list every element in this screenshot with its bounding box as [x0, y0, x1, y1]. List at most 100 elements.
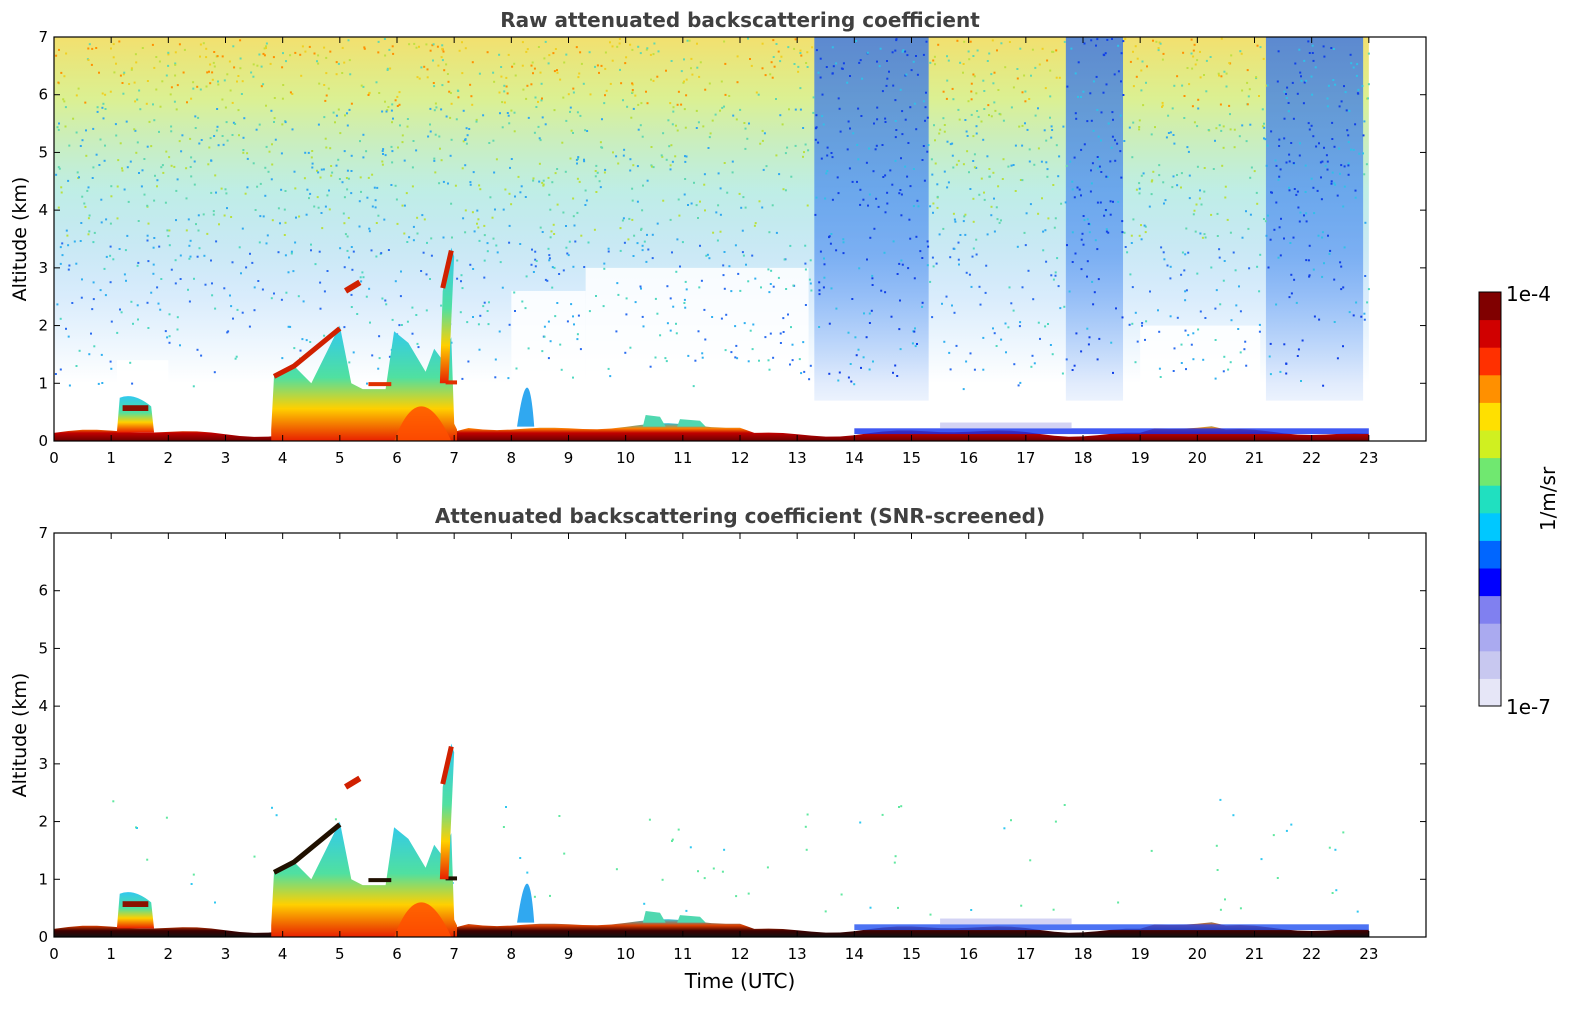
noise-speckle — [97, 382, 100, 385]
noise-speckle — [964, 233, 967, 236]
noise-speckle — [88, 214, 91, 217]
noise-speckle — [1255, 191, 1258, 194]
noise-speckle — [652, 53, 655, 56]
noise-speckle — [831, 46, 834, 49]
noise-speckle — [245, 266, 248, 269]
noise-speckle — [416, 342, 419, 345]
noise-speckle — [785, 288, 788, 290]
noise-speckle — [295, 216, 297, 219]
noise-speckle — [152, 246, 155, 249]
noise-speckle — [377, 40, 380, 43]
noise-speckle — [871, 274, 874, 277]
noise-speckle — [1000, 42, 1003, 45]
noise-speckle — [84, 205, 87, 208]
noise-speckle — [511, 65, 514, 68]
noise-speckle — [87, 233, 90, 236]
noise-speckle — [819, 250, 822, 253]
noise-speckle — [68, 144, 71, 147]
noise-speckle — [461, 287, 464, 290]
noise-speckle — [119, 308, 121, 311]
noise-speckle — [103, 159, 106, 162]
noise-speckle — [632, 107, 635, 110]
noise-speckle — [367, 176, 370, 179]
noise-speckle — [317, 171, 320, 174]
noise-speckle — [65, 229, 68, 232]
noise-speckle — [1204, 317, 1207, 319]
noise-speckle — [894, 99, 897, 102]
x-tick-label: 6 — [392, 945, 402, 963]
noise-speckle — [1344, 91, 1347, 94]
noise-speckle — [976, 110, 979, 112]
noise-speckle — [875, 197, 878, 200]
noise-speckle — [552, 52, 555, 55]
noise-speckle — [949, 368, 952, 371]
noise-speckle — [284, 221, 287, 224]
noise-speckle — [1114, 139, 1116, 142]
noise-speckle — [913, 330, 916, 333]
noise-speckle — [1086, 260, 1089, 263]
noise-speckle — [1004, 322, 1007, 325]
noise-speckle — [1083, 143, 1086, 146]
elevated-cloud — [439, 247, 455, 384]
noise-speckle — [100, 353, 103, 356]
noise-speckle — [926, 116, 929, 119]
noise-speckle — [506, 112, 509, 114]
noise-speckle — [398, 324, 401, 327]
noise-speckle — [915, 235, 918, 238]
noise-speckle — [876, 60, 878, 63]
noise-speckle — [603, 262, 606, 265]
noise-speckle — [549, 236, 552, 239]
noise-speckle — [847, 120, 850, 123]
noise-speckle — [145, 102, 148, 105]
noise-speckle — [1340, 288, 1343, 291]
noise-speckle — [87, 186, 90, 189]
noise-speckle — [970, 82, 973, 85]
noise-speckle — [773, 65, 776, 68]
x-tick-label: 18 — [1073, 945, 1092, 963]
noise-speckle — [1234, 269, 1237, 272]
noise-speckle — [694, 359, 697, 362]
noise-speckle — [1160, 246, 1163, 249]
noise-speckle — [541, 181, 544, 184]
noise-speckle — [537, 100, 539, 103]
x-tick-label: 0 — [49, 449, 59, 467]
noise-speckle — [519, 191, 522, 194]
noise-speckle — [804, 262, 807, 265]
noise-speckle — [300, 74, 303, 77]
noise-speckle — [584, 204, 587, 206]
noise-speckle — [75, 94, 78, 97]
noise-speckle — [1144, 338, 1146, 341]
noise-speckle — [164, 201, 167, 204]
noise-speckle — [1113, 73, 1116, 76]
noise-speckle — [391, 150, 394, 153]
noise-speckle — [924, 119, 926, 122]
noise-speckle — [334, 121, 336, 124]
noise-speckle — [282, 84, 285, 86]
noise-speckle — [699, 61, 702, 64]
noise-speckle — [109, 254, 112, 257]
noise-speckle — [636, 165, 639, 168]
noise-speckle — [604, 94, 606, 97]
noise-speckle — [621, 219, 624, 222]
noise-speckle — [572, 376, 574, 379]
noise-speckle — [603, 267, 606, 270]
colorbar-min-label: 1e-7 — [1506, 695, 1551, 719]
noise-speckle — [779, 342, 782, 344]
noise-speckle — [895, 129, 898, 131]
noise-speckle — [197, 229, 200, 232]
noise-speckle — [911, 342, 914, 345]
noise-speckle — [709, 132, 712, 135]
noise-speckle — [1021, 91, 1024, 94]
noise-speckle — [399, 124, 401, 127]
noise-speckle — [1305, 220, 1308, 223]
noise-speckle — [539, 139, 542, 142]
noise-speckle — [76, 171, 79, 174]
noise-speckle — [728, 95, 731, 97]
noise-speckle — [253, 855, 256, 858]
noise-speckle — [95, 47, 98, 49]
noise-speckle — [945, 97, 948, 100]
noise-speckle — [685, 94, 688, 97]
noise-speckle — [972, 247, 975, 250]
noise-speckle — [1010, 302, 1013, 305]
noise-speckle — [432, 59, 434, 62]
